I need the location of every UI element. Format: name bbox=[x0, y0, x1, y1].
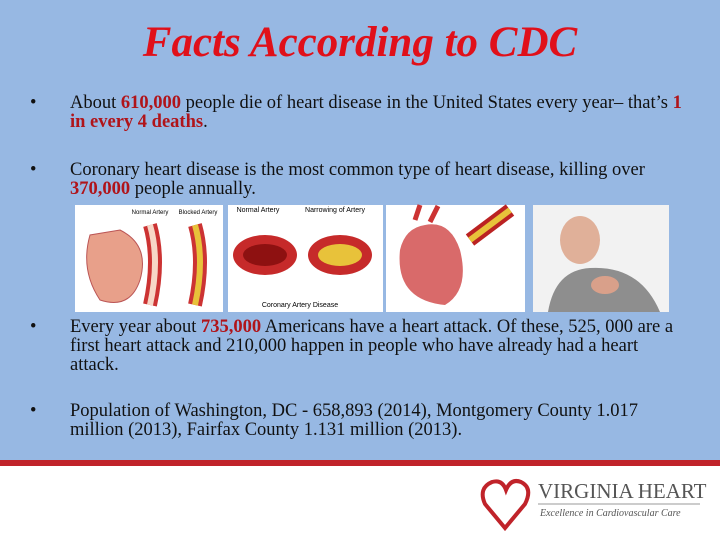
image-label: Narrowing of Artery bbox=[305, 207, 365, 214]
footer-rule bbox=[0, 460, 720, 466]
bullet: About 610,000 people die of heart diseas… bbox=[30, 93, 682, 132]
bullet: Coronary heart disease is the most commo… bbox=[30, 160, 682, 199]
image-label: Coronary Artery Disease bbox=[262, 302, 338, 309]
bullet: Population of Washington, DC - 658,893 (… bbox=[30, 401, 682, 440]
man-photo bbox=[533, 205, 669, 312]
bullet-text: people die of heart disease in the Unite… bbox=[181, 93, 673, 113]
highlight-text: 370,000 bbox=[70, 179, 131, 199]
bullet-text: people annually. bbox=[130, 179, 256, 199]
logo-heart bbox=[480, 479, 531, 532]
bullet-text: Every year about bbox=[70, 317, 201, 337]
highlight-text: 1 in every 4 deaths bbox=[70, 93, 682, 132]
logo: VIRGINIA HEART Excellence in Cardiovascu… bbox=[480, 479, 707, 532]
bullet-text: About bbox=[70, 93, 121, 113]
bullet-text: Americans have a heart attack. Of these,… bbox=[70, 317, 674, 375]
bullet: Every year about 735,000 Americans have … bbox=[30, 317, 682, 375]
highlight-text: 610,000 bbox=[120, 93, 181, 113]
footer: VIRGINIA HEART Excellence in Cardiovascu… bbox=[0, 466, 720, 540]
heart-illustration bbox=[386, 204, 525, 312]
bullet-text: Population of Washington, DC - 658,893 (… bbox=[70, 401, 639, 440]
bullet-text: . bbox=[203, 112, 208, 132]
highlight-text: 735,000 bbox=[200, 317, 262, 337]
logo-name: VIRGINIA HEART bbox=[538, 479, 707, 503]
image-label: Normal Artery bbox=[132, 210, 169, 216]
image-label: Blocked Artery bbox=[179, 210, 218, 216]
bullet-text: Coronary heart disease is the most commo… bbox=[70, 160, 645, 180]
disease-illustration: Normal Artery Narrowing of Artery Corona… bbox=[228, 205, 383, 312]
artery-illustration: Normal Artery Blocked Artery bbox=[75, 205, 223, 312]
slide-title: Facts According to CDC bbox=[142, 19, 578, 66]
image-label: Normal Artery bbox=[237, 207, 280, 214]
logo-tagline: Excellence in Cardiovascular Care bbox=[539, 508, 681, 519]
